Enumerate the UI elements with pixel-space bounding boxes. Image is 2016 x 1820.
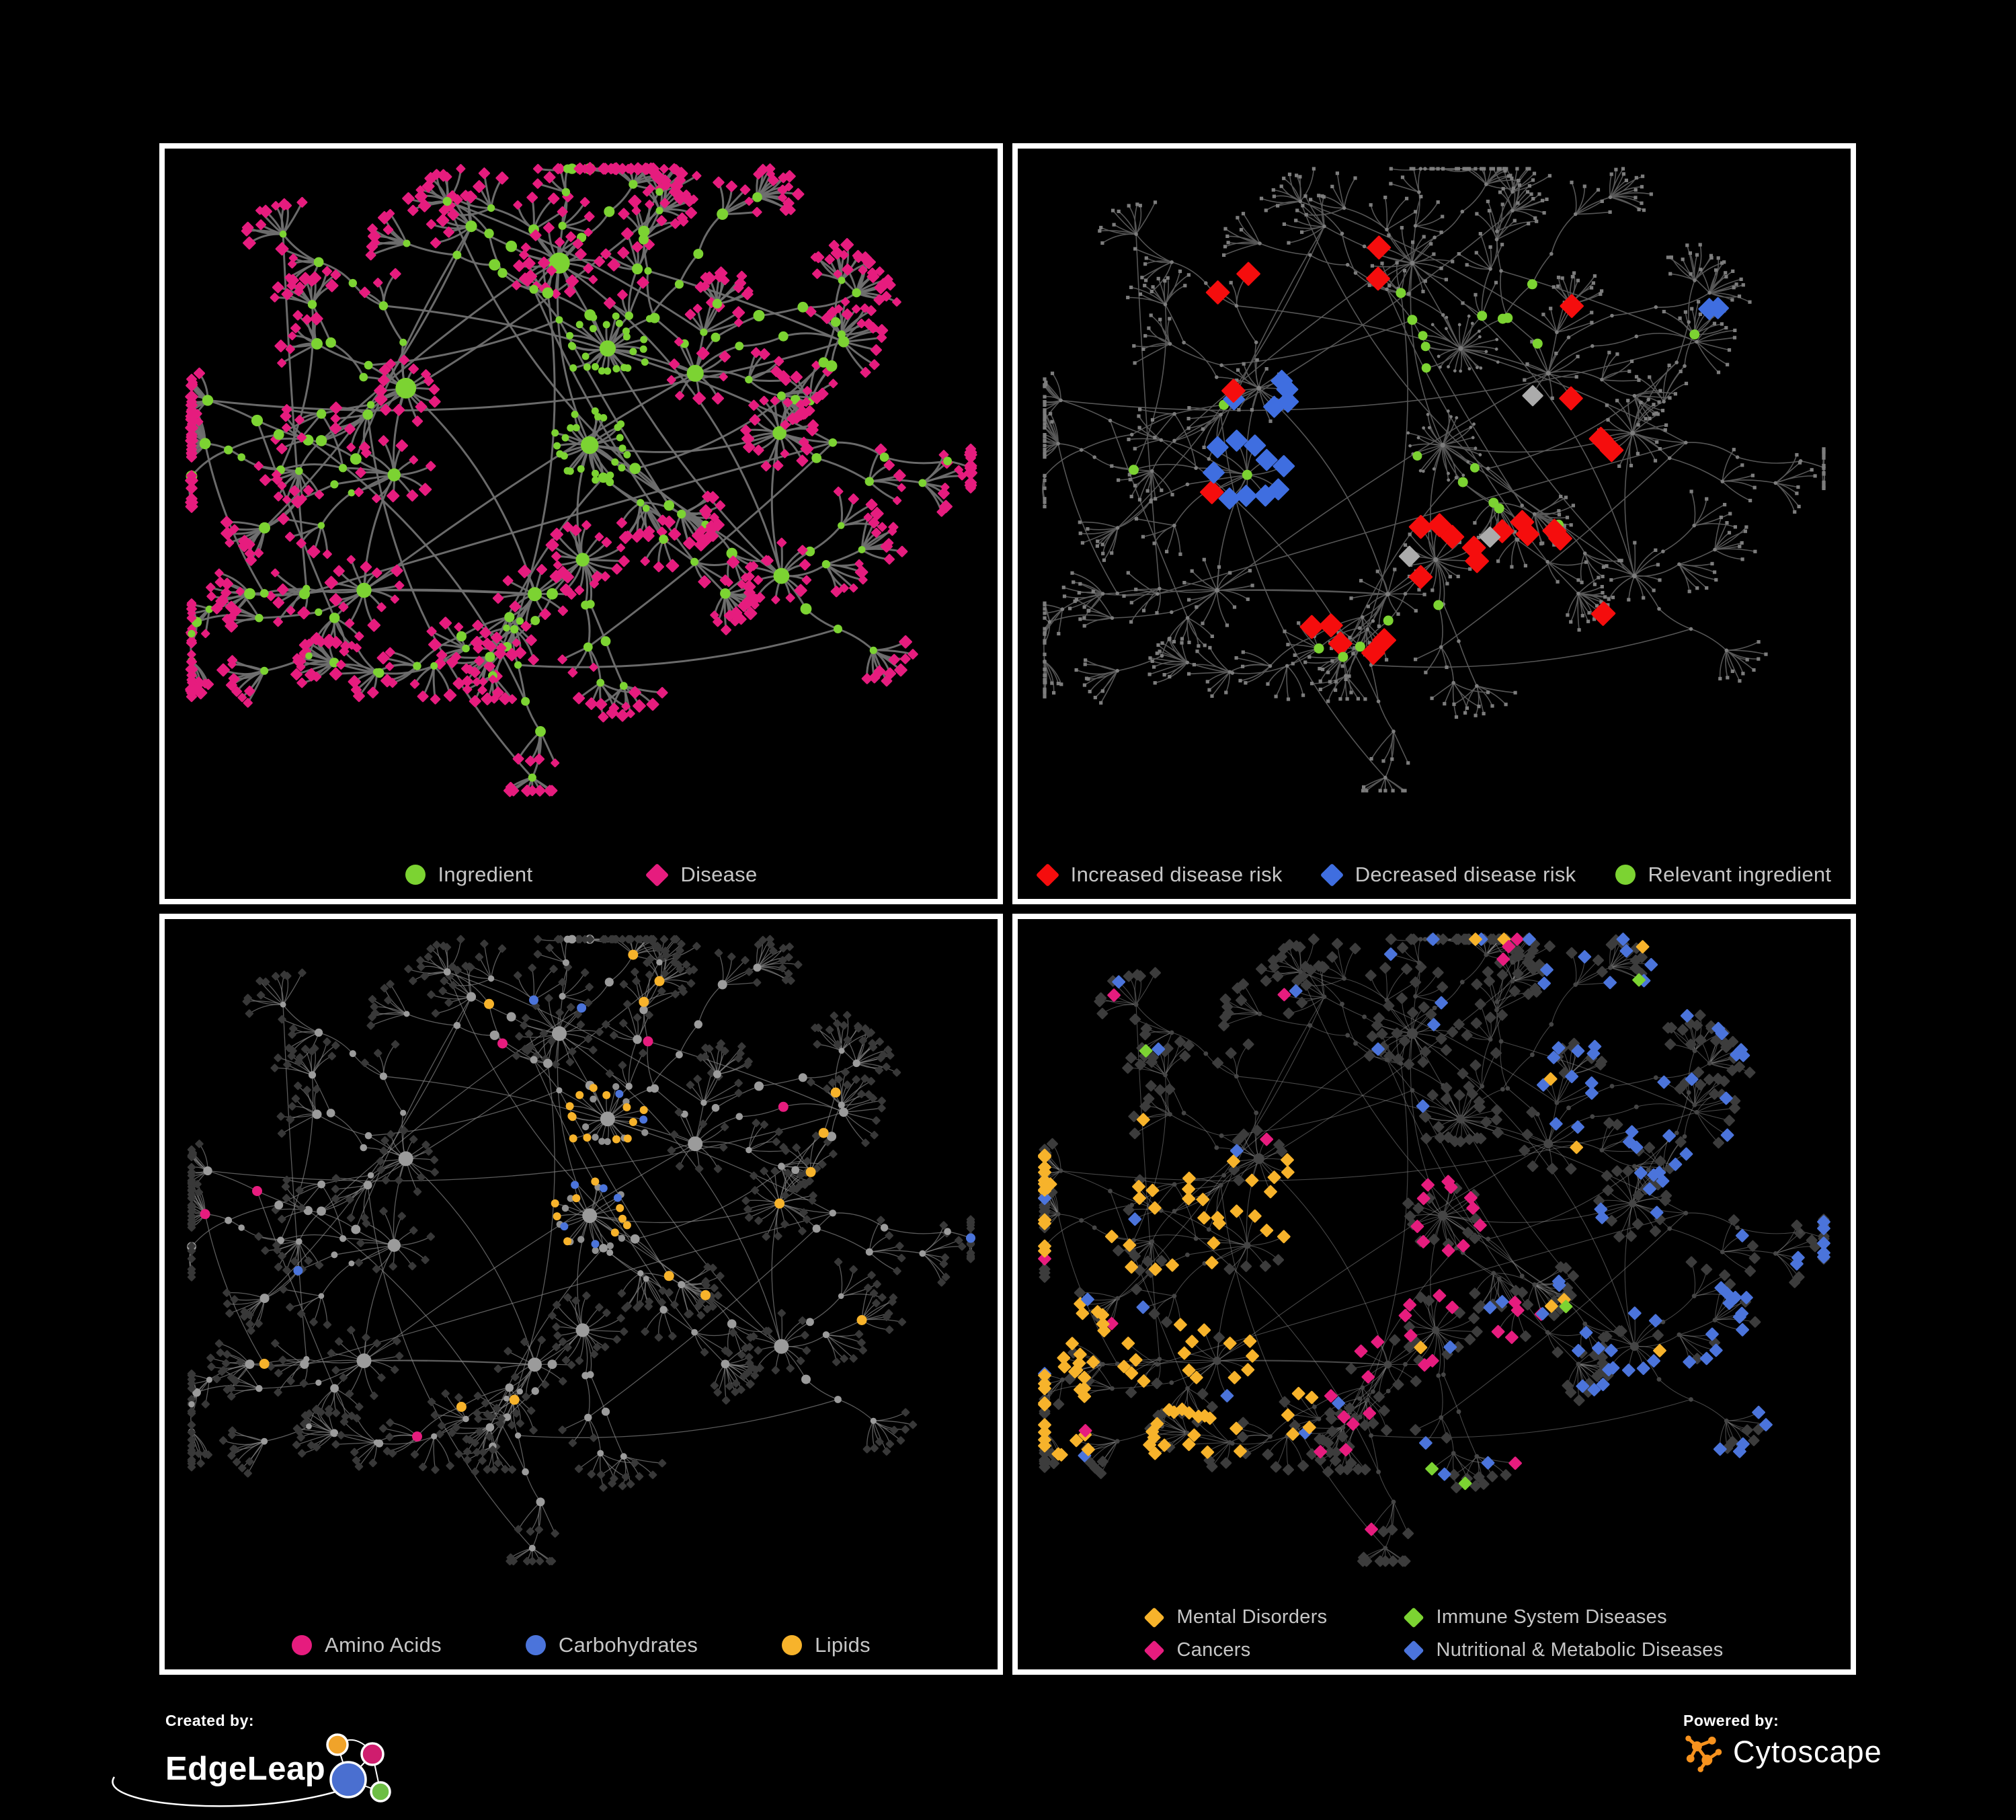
network-graph-ingredient-disease [185,162,977,797]
legend-item-mental-disorders: Mental Disorders [1143,1606,1328,1628]
panel-ingredient-disease-network: Ingredient Disease [159,143,1003,904]
powered-by-label: Powered by: [1683,1712,1779,1729]
diamond-marker-icon [1143,1639,1166,1661]
legend-item-amino-acids: Amino Acids [292,1633,442,1657]
panel-disease-risk-network: Increased disease risk Decreased disease … [1012,143,1856,904]
legend-disease-risk: Increased disease risk Decreased disease … [1018,863,1851,887]
network-graph-nutrient-classes [187,935,975,1566]
legend-disease-classes: Mental Disorders Immune System Diseases Ca… [1018,1606,1851,1661]
legend-label: Amino Acids [325,1633,442,1657]
legend-label: Carbohydrates [558,1633,698,1657]
legend-label: Nutritional & Metabolic Diseases [1436,1639,1724,1661]
diamond-marker-icon [645,863,670,887]
legend-item-relevant-ingredient: Relevant ingredient [1615,863,1832,887]
legend-item-increased-disease-risk: Increased disease risk [1035,863,1283,887]
circle-marker-icon [782,1635,803,1655]
legend-label: Immune System Diseases [1436,1606,1667,1628]
circle-marker-icon [1615,865,1636,885]
legend-item-cancers: Cancers [1143,1639,1327,1661]
edgeleap-logo-icon [112,1733,391,1807]
legend-item-nutritional-metabolic-diseases: Nutritional & Metabolic Diseases [1403,1639,1724,1661]
network-graph-disease-classes [1038,933,1830,1567]
powered-by-badge: Powered by: [1683,1712,1882,1773]
legend-ingredient-disease: Ingredient Disease [165,863,998,887]
legend-nutrient-classes: Amino Acids Carbohydrates Lipids [165,1633,998,1657]
legend-item-ingredient: Ingredient [405,863,533,887]
circle-marker-icon [292,1635,313,1655]
diamond-marker-icon [1143,1606,1166,1628]
legend-item-immune-system-diseases: Immune System Diseases [1403,1606,1723,1628]
legend-label: Cancers [1176,1639,1251,1661]
legend-item-disease: Disease [645,863,758,887]
panel-nutrient-class-network: Amino Acids Carbohydrates Lipids [159,914,1003,1675]
diamond-marker-icon [1403,1639,1425,1661]
diamond-marker-icon [1035,863,1059,887]
legend-label: Mental Disorders [1176,1606,1328,1628]
panel-disease-class-network: Mental Disorders Immune System Diseases Ca… [1012,914,1856,1675]
legend-item-carbohydrates: Carbohydrates [525,1633,698,1657]
cytoscape-logo-icon [1685,1735,1722,1772]
diamond-marker-icon [1320,863,1344,887]
created-by-badge: Created by: EdgeLeap [112,1712,397,1807]
edgeleap-logo-text: EdgeLeap [165,1751,326,1787]
legend-label: Increased disease risk [1070,863,1283,886]
legend-label: Disease [680,863,758,886]
created-by-label: Created by: [165,1712,255,1729]
circle-marker-icon [525,1635,546,1655]
legend-label: Relevant ingredient [1648,863,1832,886]
legend-item-decreased-disease-risk: Decreased disease risk [1320,863,1576,887]
cytoscape-logo-text: Cytoscape [1733,1735,1882,1769]
diamond-marker-icon [1403,1606,1425,1628]
legend-label: Decreased disease risk [1355,863,1576,886]
legend-item-lipids: Lipids [782,1633,871,1657]
network-graph-disease-risk [1042,167,1826,793]
legend-label: Ingredient [438,863,533,886]
circle-marker-icon [405,865,426,885]
legend-label: Lipids [815,1633,871,1657]
